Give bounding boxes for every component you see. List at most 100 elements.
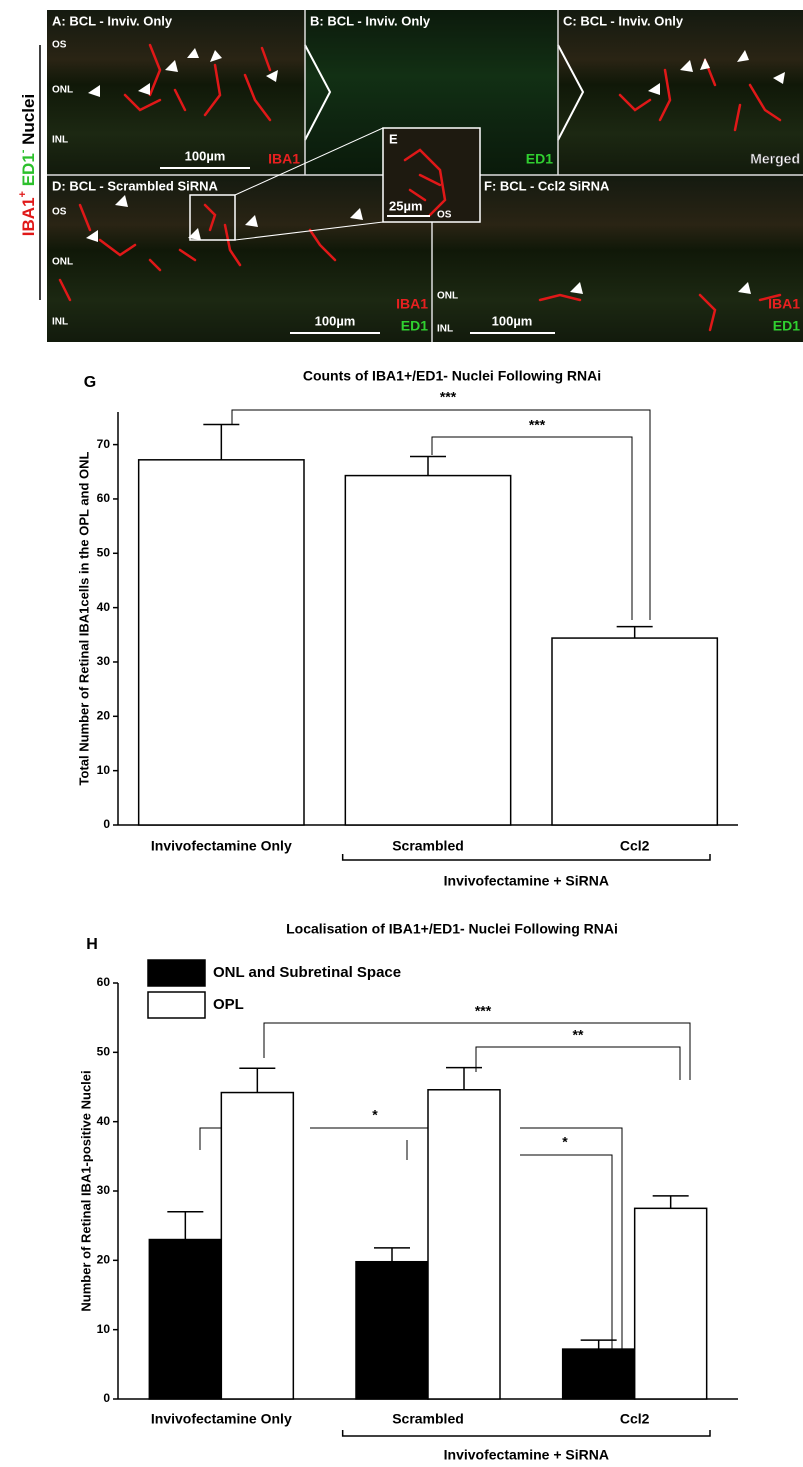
side-label-iba1: IBA1 [19, 197, 38, 236]
panel-title: E [389, 131, 398, 146]
panel-title: F: BCL - Ccl2 SiRNA [484, 178, 610, 193]
panel-borders [47, 10, 803, 342]
side-label-minus: - [17, 149, 29, 153]
x-tick-label: Ccl2 [620, 1411, 650, 1427]
bar [148, 1238, 223, 1400]
x-tick-label: Ccl2 [620, 838, 650, 854]
y-tick-label: 70 [97, 437, 111, 451]
stain-label: IBA1 [396, 296, 428, 312]
bar [137, 459, 305, 826]
panel-e [382, 127, 481, 223]
y-tick-label: 60 [97, 975, 111, 989]
bar [561, 1348, 636, 1400]
layer-label: OS [52, 40, 67, 51]
chart-title: Counts of IBA1+/ED1- Nuclei Following RN… [303, 368, 601, 384]
stain-label: IBA1 [768, 296, 800, 312]
stain-label: Merged [750, 151, 800, 167]
cell-shapes [58, 203, 337, 302]
significance-label: * [372, 1107, 378, 1123]
side-label-nuclei: Nuclei [19, 94, 38, 150]
significance-label: *** [475, 1003, 492, 1019]
cell-shapes [123, 43, 272, 122]
y-tick-label: 0 [103, 817, 110, 831]
y-tick-label: 20 [97, 708, 111, 722]
y-tick-label: 60 [97, 491, 111, 505]
error-bar [374, 1247, 410, 1262]
significance-bracket [199, 1022, 691, 1390]
chart-title: Localisation of IBA1+/ED1- Nuclei Follow… [286, 921, 618, 937]
legend-swatch [147, 959, 206, 987]
y-tick-label: 50 [97, 1045, 111, 1059]
cell-shapes [538, 293, 782, 332]
y-tick-label: 20 [97, 1253, 111, 1267]
error-bar [446, 1066, 482, 1090]
layer-label: ONL [52, 257, 73, 268]
group-label: Invivofectamine + SiRNA [444, 873, 609, 889]
stain-label: ED1 [526, 151, 553, 167]
panel-d [47, 175, 432, 342]
error-bar [652, 1195, 689, 1209]
significance-label: ** [573, 1027, 584, 1043]
panel-title: D: BCL - Scrambled SiRNA [52, 178, 219, 193]
error-bar [616, 625, 653, 639]
layer-label: ONL [437, 291, 458, 302]
legend-swatch [147, 991, 206, 1019]
layer-label: INL [52, 317, 68, 328]
side-label-ed1: ED1 [19, 153, 38, 191]
bar [551, 637, 719, 826]
layer-label: INL [437, 324, 453, 335]
layer-label: OS [52, 207, 67, 218]
scale-label: 100µm [492, 313, 533, 328]
group-bracket [341, 854, 711, 861]
stain-label: ED1 [401, 318, 428, 334]
significance-label: *** [440, 389, 457, 405]
y-axis-label: Number of Retinal IBA1-positive Nuclei [78, 1070, 93, 1311]
cell-shapes [403, 148, 447, 217]
y-tick-label: 30 [97, 654, 111, 668]
panel-arrow [304, 44, 585, 141]
x-tick-label: Invivofectamine Only [151, 838, 292, 854]
group-label: Invivofectamine + SiRNA [444, 1447, 609, 1463]
group-bracket [341, 1430, 711, 1437]
bar [220, 1091, 295, 1400]
scale-label: 25µm [389, 198, 423, 213]
bar [355, 1260, 429, 1400]
side-label-plus: + [17, 191, 29, 197]
panel-letter: H [86, 936, 98, 953]
x-tick-label: Invivofectamine Only [151, 1411, 292, 1427]
x-tick-label: Scrambled [392, 1411, 464, 1427]
bar [633, 1207, 708, 1400]
cell-shapes [618, 58, 782, 132]
y-tick-label: 40 [97, 1114, 111, 1128]
micrographs: A: BCL - Inviv. Only OS ONL INL 100µm IB… [47, 10, 803, 342]
panel-title: A: BCL - Inviv. Only [52, 13, 173, 28]
side-label: IBA1+ ED1- Nuclei [17, 94, 39, 236]
significance-bracket [231, 409, 651, 620]
error-bar [410, 455, 446, 476]
bar [344, 474, 512, 826]
panel-title: C: BCL - Inviv. Only [563, 13, 684, 28]
panel-letter: G [84, 374, 96, 391]
error-bar [239, 1067, 276, 1093]
y-tick-label: 40 [97, 600, 111, 614]
significance-label: * [562, 1134, 568, 1150]
layer-label: INL [52, 135, 68, 146]
legend-label: ONL and Subretinal Space [213, 964, 401, 981]
y-tick-label: 10 [97, 763, 111, 777]
layer-label: ONL [52, 85, 73, 96]
x-tick-label: Scrambled [392, 838, 464, 854]
significance-label: *** [529, 417, 546, 433]
layer-label: OS [437, 210, 452, 221]
panel-title: B: BCL - Inviv. Only [310, 13, 431, 28]
y-axis-label: Total Number of Retinal IBA1cells in the… [76, 451, 91, 785]
panel-c [558, 10, 803, 175]
scale-label: 100µm [315, 313, 356, 328]
error-bar [167, 1211, 204, 1240]
y-tick-label: 30 [97, 1183, 111, 1197]
error-bar [580, 1339, 617, 1350]
inset-box [189, 194, 236, 241]
stain-label: IBA1 [268, 151, 300, 167]
scale-label: 100µm [185, 148, 226, 163]
panel-f [432, 175, 803, 342]
